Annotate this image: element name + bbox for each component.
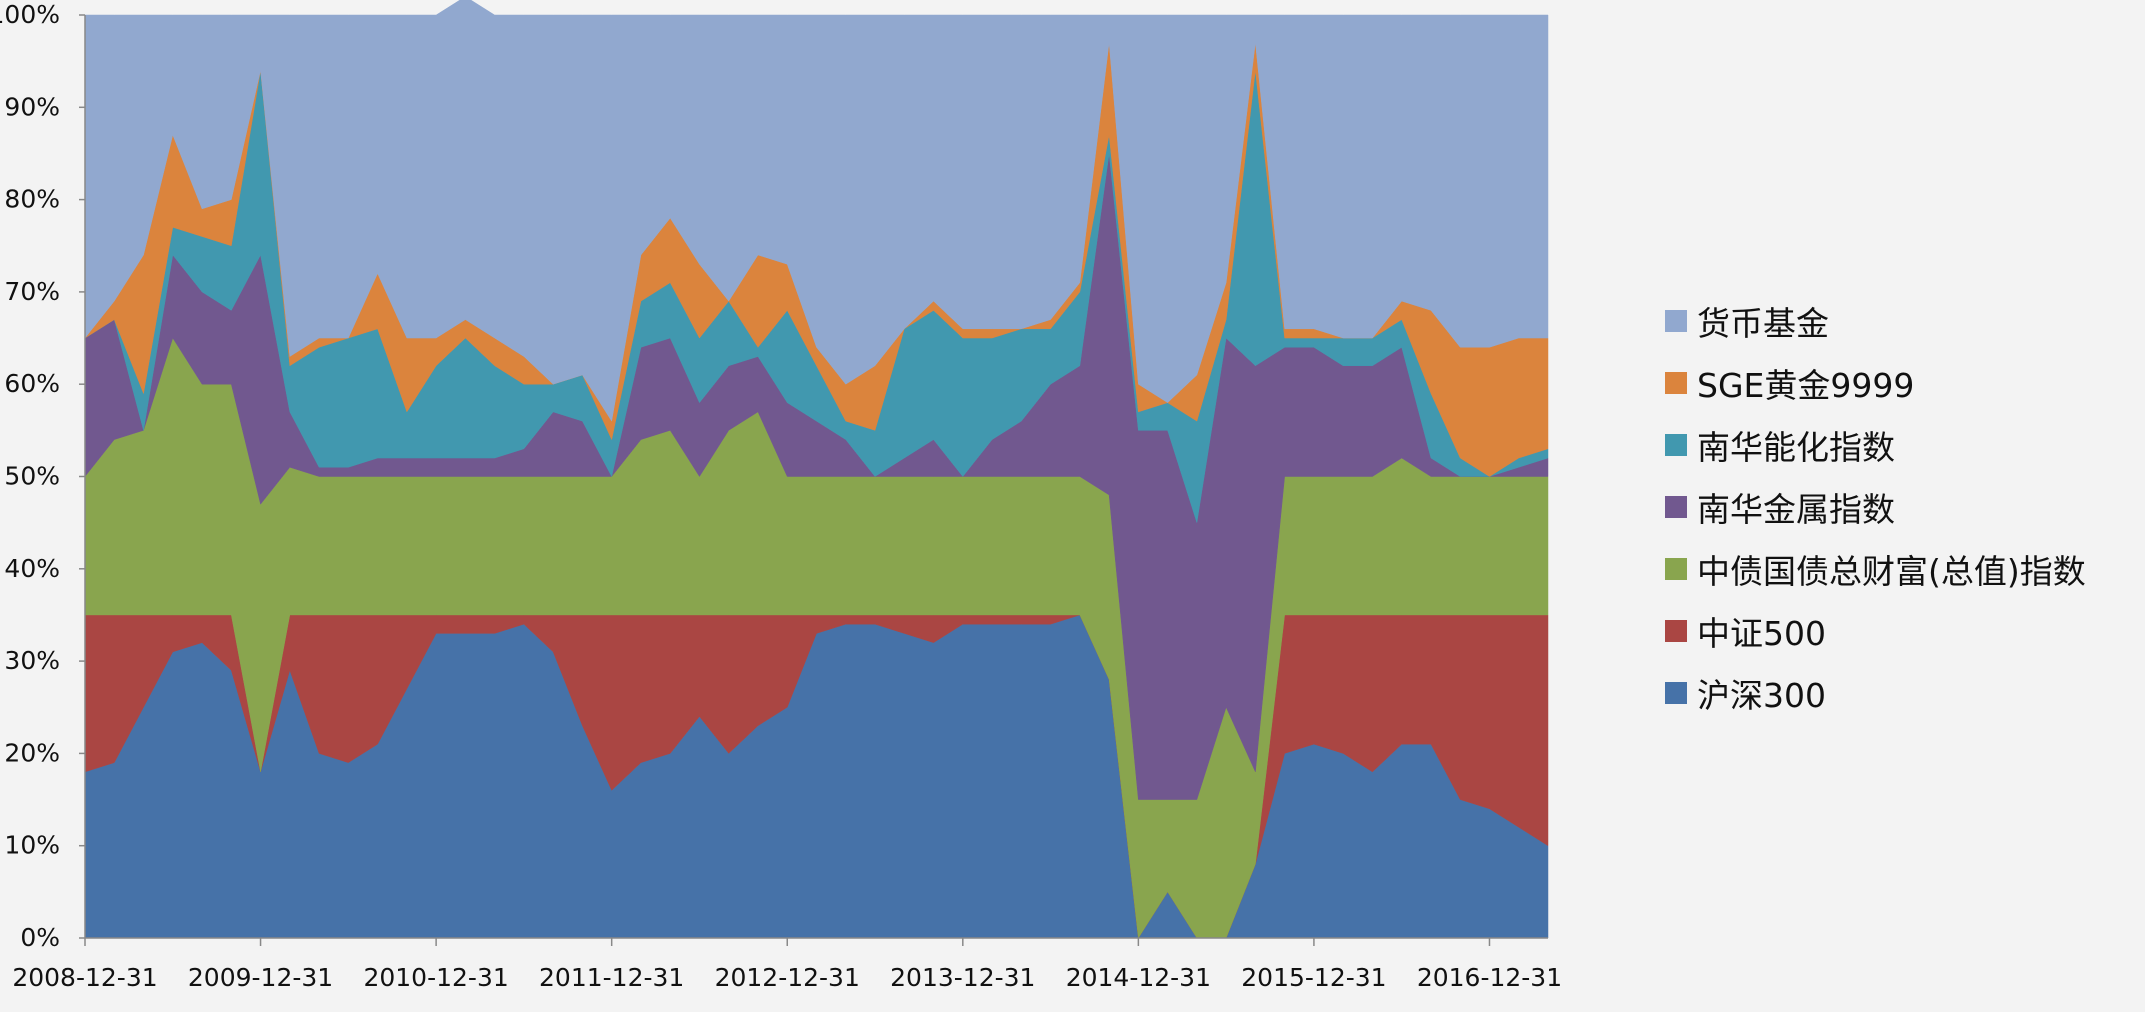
axes: 0% 10% 20% 30% 40% 50% 60% 70% 80% 90% 100% 2008-12… <box>0 0 1562 992</box>
legend-item: SGE黄金9999 <box>1665 352 2086 414</box>
legend-item: 中债国债总财富(总值)指数 <box>1665 538 2086 600</box>
series-areas <box>84 0 1549 939</box>
legend-swatch <box>1665 310 1687 332</box>
x-tick-label: 2012-12-31 <box>715 963 860 992</box>
series-area-6 <box>84 0 1549 422</box>
x-tick-label: 2014-12-31 <box>1066 963 1211 992</box>
legend-item: 沪深300 <box>1665 662 2086 724</box>
y-tick-label: 30% <box>4 646 60 675</box>
y-tick-label: 20% <box>4 738 60 767</box>
y-tick-label: 100% <box>0 0 60 29</box>
x-tick-label: 2008-12-31 <box>12 963 157 992</box>
y-tick-label: 70% <box>4 277 60 306</box>
legend-label: 货币基金 <box>1697 304 1829 343</box>
legend-label: 南华能化指数 <box>1697 428 1895 467</box>
y-tick-label: 0% <box>20 923 60 952</box>
chart-legend: 货币基金 SGE黄金9999 南华能化指数 南华金属指数中债国债总财富(总值)指数 中证… <box>1665 290 2086 724</box>
x-tick-label: 2016-12-31 <box>1417 963 1562 992</box>
legend-label: 中债国债总财富(总值)指数 <box>1697 552 2086 591</box>
legend-swatch <box>1665 496 1687 518</box>
y-tick-label: 40% <box>4 554 60 583</box>
legend-swatch <box>1665 682 1687 704</box>
legend-label: 中证500 <box>1697 614 1826 653</box>
x-tick-label: 2015-12-31 <box>1241 963 1386 992</box>
y-tick-label: 10% <box>4 831 60 860</box>
legend-label: SGE黄金9999 <box>1697 366 1915 405</box>
legend-label: 沪深300 <box>1697 676 1826 715</box>
legend-swatch <box>1665 434 1687 456</box>
legend-swatch <box>1665 372 1687 394</box>
legend-item: 南华金属指数 <box>1665 476 2086 538</box>
legend-swatch <box>1665 620 1687 642</box>
y-tick-label: 60% <box>4 369 60 398</box>
legend-label: 南华金属指数 <box>1697 490 1895 529</box>
y-tick-label: 90% <box>4 92 60 121</box>
x-tick-label: 2009-12-31 <box>188 963 333 992</box>
x-tick-label: 2013-12-31 <box>890 963 1035 992</box>
x-tick-label: 2010-12-31 <box>363 963 508 992</box>
legend-swatch <box>1665 558 1687 580</box>
legend-item: 货币基金 <box>1665 290 2086 352</box>
y-tick-label: 50% <box>4 462 60 491</box>
legend-item: 南华能化指数 <box>1665 414 2086 476</box>
x-tick-label: 2011-12-31 <box>539 963 684 992</box>
y-tick-label: 80% <box>4 185 60 214</box>
legend-item: 中证500 <box>1665 600 2086 662</box>
